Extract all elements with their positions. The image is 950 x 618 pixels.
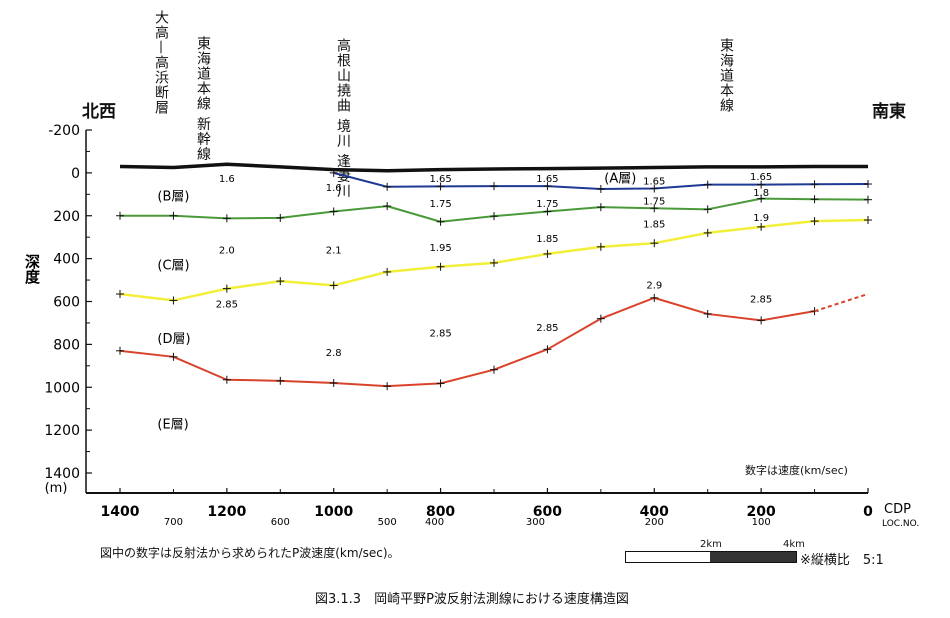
figure-title: 図3.1.3 岡崎平野P波反射法測線における速度構造図 xyxy=(315,592,629,607)
y-tick-label: 1400 xyxy=(44,466,80,482)
loc-label: 300 xyxy=(526,517,545,528)
velocity-caption: 図中の数字は反射法から求められたP波速度(km/sec)。 xyxy=(100,546,400,560)
x-tick-label: 200 xyxy=(747,504,776,520)
velocity-label: 2.85 xyxy=(429,329,451,340)
y-tick-label: 1200 xyxy=(44,423,80,439)
loc-label: 500 xyxy=(378,517,397,528)
velocity-label: 2.85 xyxy=(750,294,772,305)
feature-text: 逢妻川 xyxy=(335,153,351,199)
velocity-label: 1.85 xyxy=(643,219,665,230)
loc-label: 100 xyxy=(752,517,771,528)
velocity-label: 2.85 xyxy=(536,323,558,334)
loc-label: 600 xyxy=(271,517,290,528)
feature-text: 高根山撓曲 xyxy=(335,38,351,113)
x-tick-label: 1400 xyxy=(101,504,140,520)
layer-label: (A層) xyxy=(604,172,636,187)
loc-label: 400 xyxy=(425,517,444,528)
velocity-label: 1.6 xyxy=(326,183,342,194)
y-tick-label: 200 xyxy=(53,209,80,225)
x-tick-label: 1000 xyxy=(314,504,353,520)
velocity-label: 2.85 xyxy=(216,300,238,311)
x-axis-label-2: LOC.NO. xyxy=(882,519,919,529)
series-line xyxy=(814,293,869,313)
scale-label-2km: 2km xyxy=(700,539,722,550)
direction-northwest: 北西 xyxy=(82,102,116,122)
y-tick-label: -200 xyxy=(48,123,80,139)
layer-label: (B層) xyxy=(157,189,189,204)
y-tick-label: 600 xyxy=(53,295,80,311)
y-tick-label: 0 xyxy=(71,166,80,182)
scale-bar xyxy=(625,551,797,563)
velocity-label: 1.95 xyxy=(429,243,451,254)
velocity-label: 1.65 xyxy=(429,174,451,185)
velocity-label: 1.65 xyxy=(643,176,665,187)
velocity-label: 1.75 xyxy=(429,199,451,210)
velocity-label: 1.9 xyxy=(753,213,769,224)
x-tick-label: 800 xyxy=(426,504,455,520)
y-tick-label: 1000 xyxy=(44,380,80,396)
x-tick-label: 600 xyxy=(533,504,562,520)
feature-label-flexure-rivers: 高根山撓曲 境川 逢妻川 xyxy=(335,38,351,199)
y-axis-label: 深度 xyxy=(23,253,41,285)
feature-label-fault: 大高—高浜断層 xyxy=(153,10,169,115)
velocity-label: 1.75 xyxy=(536,199,558,210)
scale-bar-dark xyxy=(710,552,796,562)
layer-label: (C層) xyxy=(157,259,189,274)
feature-text: 新幹線 xyxy=(195,116,211,162)
feature-text: 境川 xyxy=(335,118,351,149)
velocity-label: 1.75 xyxy=(643,197,665,208)
x-tick-label: 1200 xyxy=(207,504,246,520)
series-line xyxy=(119,296,815,388)
feature-text: 東海道本線 xyxy=(718,38,734,113)
velocity-label: 2.0 xyxy=(219,246,235,257)
y-unit-label: (m) xyxy=(45,481,68,496)
x-tick-label: 0 xyxy=(863,504,873,520)
feature-text: 東海道本線 xyxy=(195,36,211,111)
feature-label-rail-east: 東海道本線 xyxy=(718,38,734,113)
velocity-unit-note: 数字は速度(km/sec) xyxy=(745,464,848,477)
velocity-label: 1.65 xyxy=(536,174,558,185)
layer-label: (D層) xyxy=(157,332,190,347)
aspect-ratio-note: ※縦横比 5:1 xyxy=(800,553,884,568)
loc-label: 200 xyxy=(645,517,664,528)
velocity-label: 1.65 xyxy=(750,172,772,183)
velocity-label: 2.1 xyxy=(326,246,342,257)
y-tick-label: 400 xyxy=(53,252,80,268)
loc-label: 700 xyxy=(164,517,183,528)
series-line xyxy=(119,162,868,173)
scale-label-4km: 4km xyxy=(783,539,805,550)
layer-label: (E層) xyxy=(157,418,188,433)
feature-text: 大高—高浜断層 xyxy=(153,10,169,115)
velocity-label: 2.8 xyxy=(326,348,342,359)
velocity-label: 1.6 xyxy=(219,174,235,185)
feature-label-rail-shinkansen: 東海道本線 新幹線 xyxy=(195,36,211,162)
velocity-label: 1.85 xyxy=(536,234,558,245)
velocity-label: 2.9 xyxy=(646,280,662,291)
y-tick-label: 800 xyxy=(53,337,80,353)
velocity-label: 1.8 xyxy=(753,188,769,199)
x-axis-label: CDP xyxy=(884,502,911,517)
direction-southeast: 南東 xyxy=(872,102,906,122)
x-tick-label: 400 xyxy=(640,504,669,520)
